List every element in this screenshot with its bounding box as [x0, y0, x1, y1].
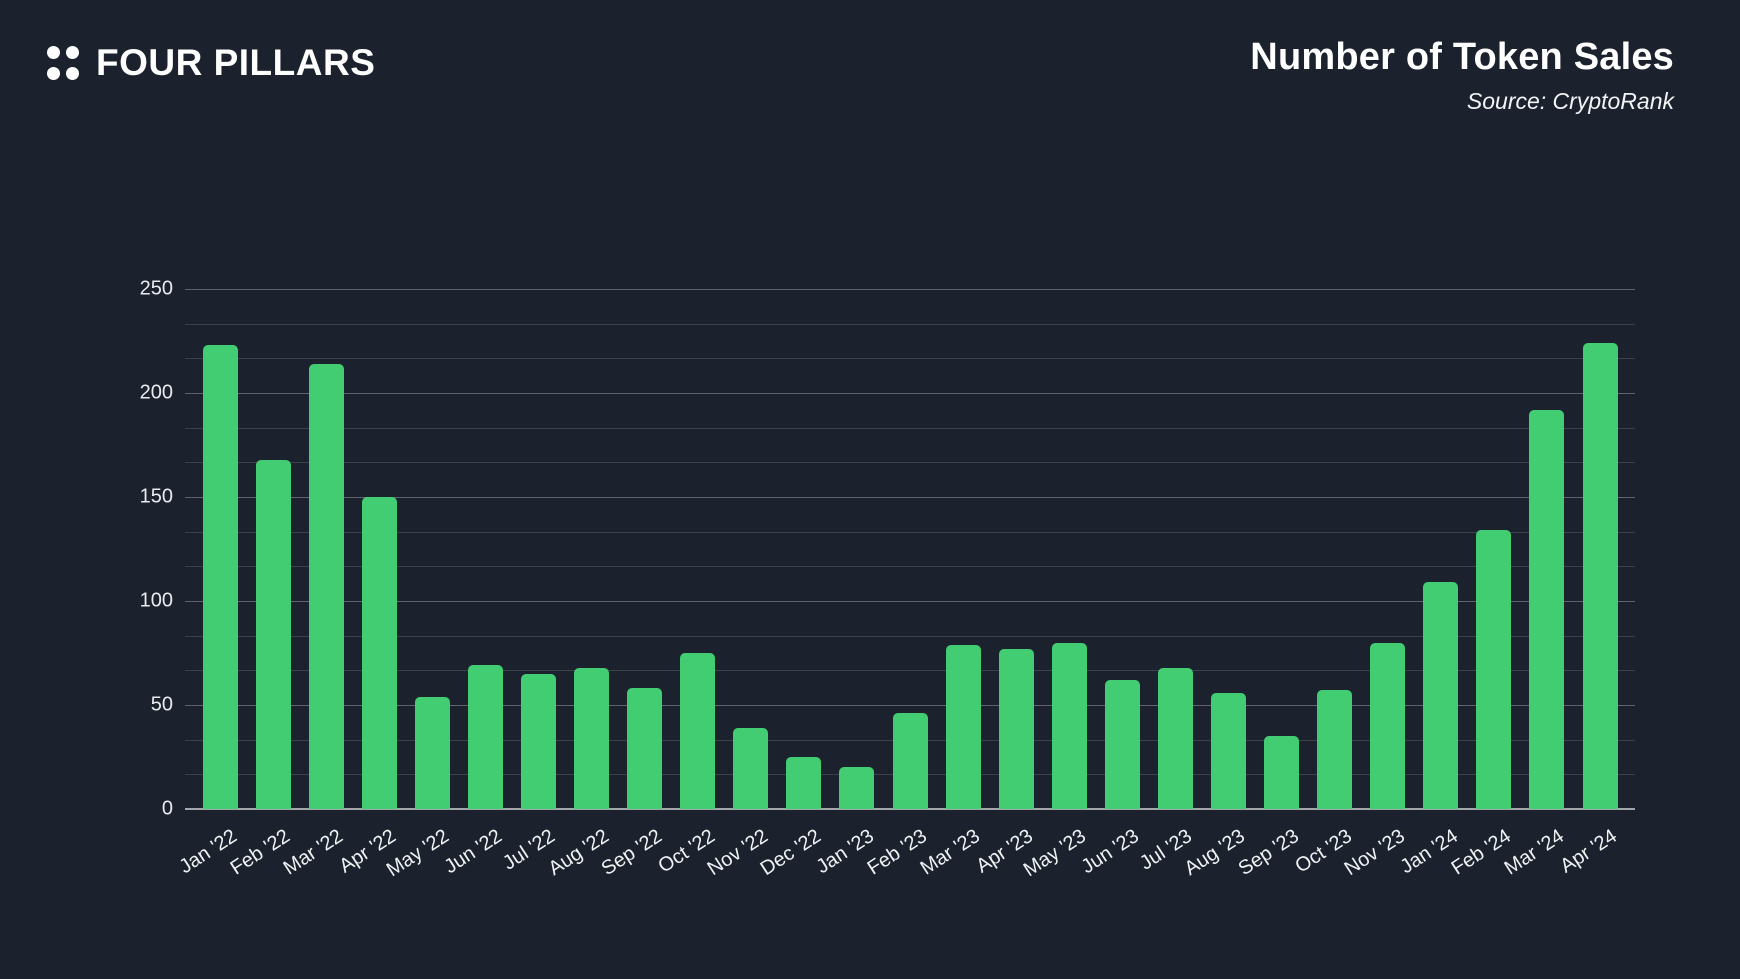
- x-axis: Jan '22 Feb '22 Mar '22 Apr '22 May '22 Jun '…: [175, 809, 1635, 889]
- logo-dot: [47, 67, 60, 80]
- bar: [1051, 642, 1087, 809]
- bar: [574, 667, 610, 809]
- gridline-major: [185, 289, 1635, 290]
- bar: [627, 688, 663, 809]
- bar: [1317, 690, 1353, 809]
- bar: [361, 497, 397, 809]
- x-axis-label: Feb '24: [1447, 825, 1515, 880]
- x-axis-label: Dec '22: [756, 825, 825, 881]
- x-axis-label: Sep '23: [1234, 825, 1303, 881]
- x-axis-label: Feb '22: [226, 825, 295, 880]
- bar: [786, 757, 822, 809]
- bar: [1423, 582, 1459, 809]
- gridline-minor: [185, 635, 1635, 637]
- y-axis-label: 200: [139, 381, 173, 404]
- chart-source: Source: CryptoRank: [1466, 88, 1674, 114]
- y-axis-label: 50: [150, 693, 173, 716]
- bar: [1582, 343, 1618, 809]
- x-axis-label: Sep '22: [597, 825, 666, 881]
- x-axis-label: Mar '22: [279, 825, 348, 880]
- chart-title: Number of Token Sales: [1250, 36, 1674, 78]
- x-axis-label: Aug '23: [1181, 825, 1250, 881]
- bar: [255, 459, 291, 809]
- bar: [1157, 667, 1193, 809]
- gridline-major: [185, 705, 1635, 706]
- four-pillars-logo-icon: [47, 46, 79, 80]
- x-axis-label: Feb '23: [863, 825, 931, 880]
- x-axis-label: Nov '23: [1340, 825, 1409, 881]
- x-axis-label: Apr '24: [1556, 825, 1621, 878]
- bar: [308, 363, 344, 809]
- bar: [733, 727, 769, 809]
- bar: [945, 644, 981, 809]
- bar: [1210, 692, 1246, 809]
- axis-baseline: [185, 808, 1635, 810]
- x-axis-label: Jan '22: [175, 825, 241, 879]
- bar: [892, 713, 928, 809]
- bar: [1476, 530, 1512, 809]
- y-axis-label: 0: [161, 797, 173, 820]
- x-axis-label: Jan '24: [1396, 825, 1462, 879]
- y-axis-label: 100: [139, 589, 173, 612]
- bar: [467, 665, 503, 809]
- bar-chart: 0 50 100 150 200 250 Jan '22 Feb '22 Mar '22 Apr…: [140, 278, 1635, 881]
- y-axis-label: 250: [139, 277, 173, 300]
- gridline-minor: [185, 566, 1635, 568]
- bar: [1104, 680, 1140, 809]
- gridline-minor: [185, 323, 1635, 325]
- bar: [998, 648, 1034, 809]
- gridline-minor: [185, 462, 1635, 464]
- bar: [1529, 409, 1565, 809]
- bar: [520, 673, 556, 809]
- title-block: Number of Token Sales Source: CryptoRank: [1250, 36, 1674, 115]
- logo-dot: [47, 46, 60, 59]
- gridline-major: [185, 601, 1635, 602]
- x-axis-label: Jun '23: [1077, 825, 1144, 879]
- bar: [202, 345, 238, 809]
- brand-logo: FOUR PILLARS: [47, 42, 375, 84]
- bar: [1370, 642, 1406, 809]
- bar: [1264, 736, 1300, 809]
- x-axis-label: Mar '23: [916, 825, 985, 880]
- gridline-major: [185, 393, 1635, 394]
- logo-dot: [66, 46, 79, 59]
- x-axis-label: Mar '24: [1500, 825, 1568, 880]
- gridline-minor: [185, 358, 1635, 360]
- x-axis-label: Jan '23: [812, 825, 878, 879]
- bar: [680, 653, 716, 809]
- gridline-minor: [185, 427, 1635, 429]
- gridline-minor: [185, 670, 1635, 672]
- x-axis-label: Aug '22: [544, 825, 613, 881]
- bar: [414, 696, 450, 809]
- logo-dot: [66, 67, 79, 80]
- x-axis-label: Nov '22: [703, 825, 772, 881]
- bar: [839, 767, 875, 809]
- gridline-minor: [185, 531, 1635, 533]
- x-axis-label: Jun '22: [440, 825, 507, 879]
- brand-name: FOUR PILLARS: [96, 42, 376, 83]
- y-axis-label: 150: [139, 485, 173, 508]
- gridline-major: [185, 497, 1635, 498]
